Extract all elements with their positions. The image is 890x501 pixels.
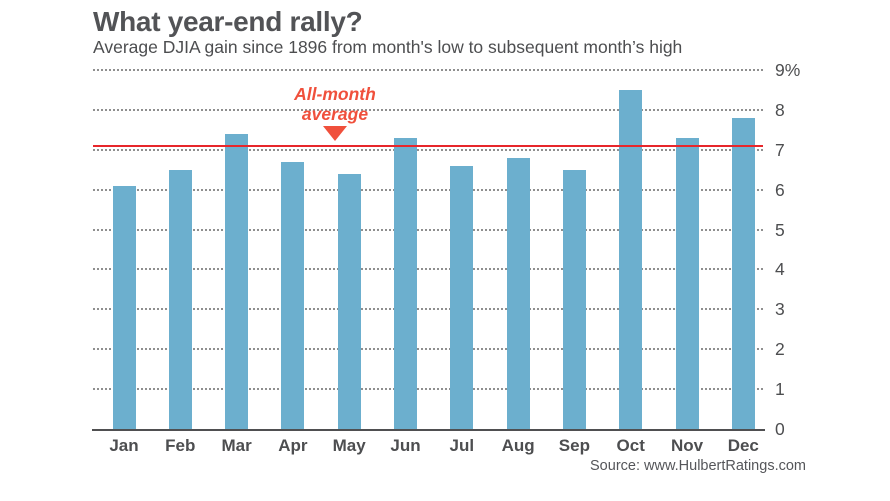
bar-dec [731, 117, 755, 429]
gridline-6 [93, 188, 763, 191]
gridline-1 [93, 388, 763, 391]
source-credit: Source: www.HulbertRatings.com [590, 458, 806, 474]
bar-oct [619, 89, 643, 429]
bar-jun [394, 137, 417, 429]
bar-may [337, 173, 361, 429]
x-tick-label-jan: Jan [109, 436, 139, 455]
gridline-9 [93, 69, 763, 71]
gridline-8 [93, 108, 763, 111]
x-tick-label-sep: Sep [558, 436, 590, 455]
average-annotation-line1: All-month [294, 84, 376, 104]
average-annotation-line2: average [301, 104, 369, 124]
y-tick-label-0: 0 [775, 419, 785, 439]
x-tick-label-jul: Jul [449, 436, 475, 455]
y-tick-label-2: 2 [775, 339, 785, 360]
x-tick-label-jun: Jun [390, 436, 421, 455]
y-tick-label-5: 5 [775, 219, 785, 240]
y-tick-label-6: 6 [775, 179, 785, 200]
bar-jul [450, 165, 474, 429]
y-tick-label-9: 9% [775, 60, 801, 80]
x-tick-label-oct: Oct [616, 436, 645, 455]
bar-nov [675, 137, 699, 429]
chart-title: What year-end rally? [93, 6, 363, 37]
bar-mar [225, 133, 249, 429]
y-tick-label-3: 3 [775, 299, 785, 320]
chart-subtitle: Average DJIA gain since 1896 from month'… [93, 37, 683, 57]
x-axis-baseline [92, 429, 765, 431]
bar-sep [562, 169, 586, 429]
x-tick-label-nov: Nov [670, 436, 704, 455]
gridline-4 [93, 268, 763, 271]
y-tick-label-8: 8 [775, 99, 785, 120]
x-tick-label-aug: Aug [501, 436, 535, 455]
x-tick-label-apr: Apr [278, 436, 308, 455]
y-tick-label-7: 7 [775, 139, 785, 160]
x-tick-label-feb: Feb [165, 436, 196, 455]
gridline-7 [93, 148, 763, 151]
average-line [93, 144, 763, 147]
y-tick-label-4: 4 [775, 259, 785, 280]
gridline-5 [93, 228, 763, 231]
x-tick-label-may: May [332, 436, 366, 455]
x-tick-label-dec: Dec [727, 436, 759, 455]
average-annotation: All-month average [265, 84, 405, 124]
down-arrow-icon [323, 126, 347, 141]
plot-area: All-month average [92, 69, 765, 431]
y-tick-label-1: 1 [775, 379, 785, 400]
bar-apr [281, 161, 305, 429]
bar-aug [506, 157, 530, 429]
x-tick-label-mar: Mar [221, 436, 252, 455]
gridline-3 [93, 308, 763, 311]
bar-feb [168, 169, 192, 429]
bar-jan [112, 185, 136, 429]
gridline-2 [93, 348, 763, 351]
